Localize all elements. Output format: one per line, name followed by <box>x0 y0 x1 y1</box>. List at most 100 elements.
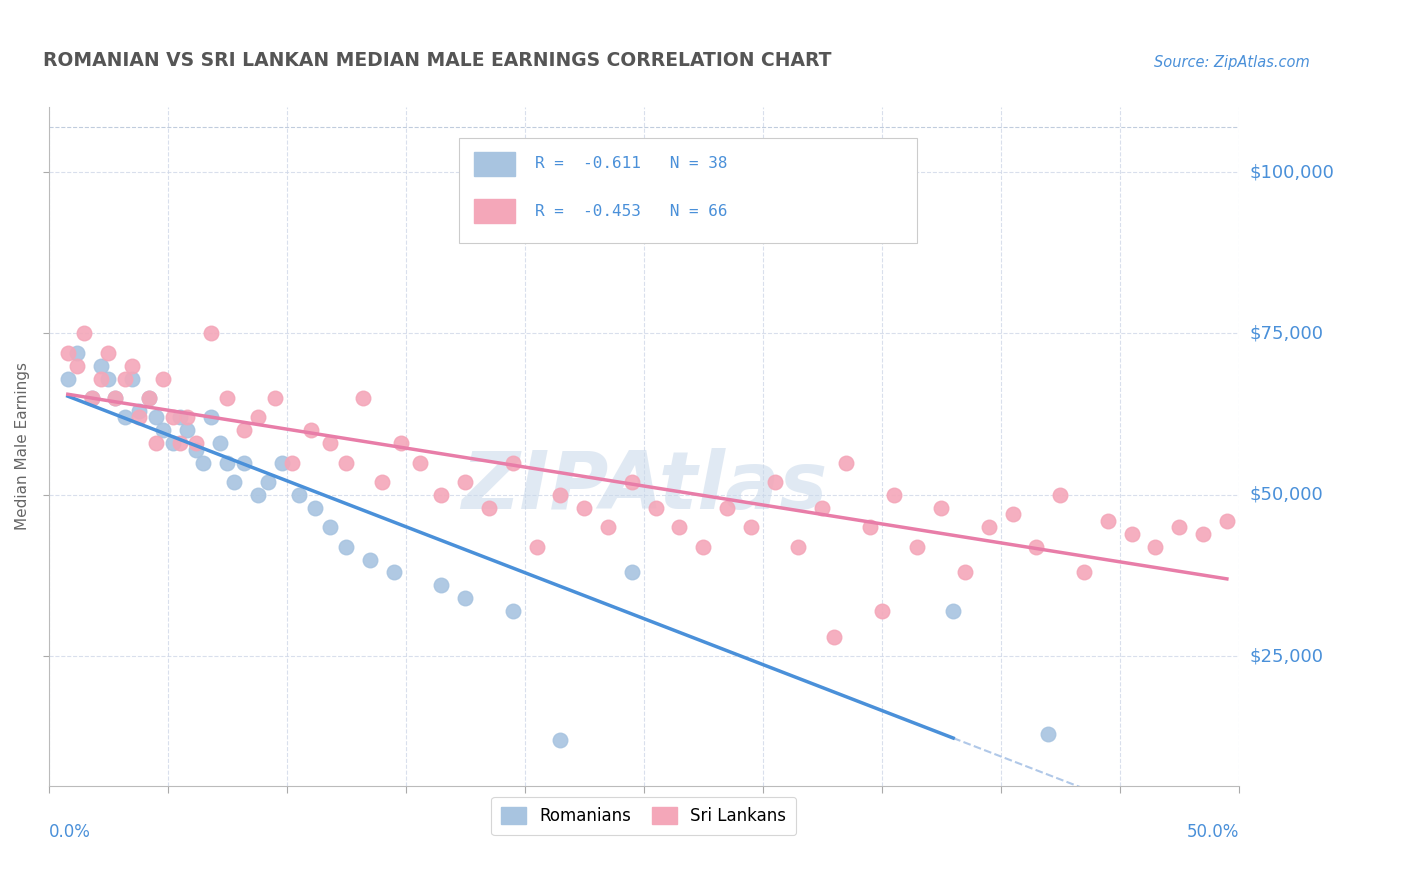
Point <box>763 475 786 489</box>
Text: $100,000: $100,000 <box>1250 163 1334 181</box>
Point <box>318 520 340 534</box>
Point <box>287 488 309 502</box>
Point <box>1144 540 1167 554</box>
Point <box>114 410 136 425</box>
Point <box>454 591 477 606</box>
Point <box>73 326 96 341</box>
Point <box>335 456 357 470</box>
Point <box>430 488 453 502</box>
Point <box>1025 540 1047 554</box>
Point <box>502 604 524 618</box>
Point <box>224 475 246 489</box>
Point <box>97 372 120 386</box>
FancyBboxPatch shape <box>460 138 918 244</box>
Point <box>80 391 103 405</box>
Point <box>1216 514 1239 528</box>
Point <box>550 488 572 502</box>
Point <box>502 456 524 470</box>
Point <box>1121 526 1143 541</box>
Point <box>104 391 127 405</box>
Point <box>1001 508 1024 522</box>
Point <box>232 456 254 470</box>
Point <box>454 475 477 489</box>
Point <box>176 423 198 437</box>
Point <box>478 500 501 515</box>
Point <box>883 488 905 502</box>
Point <box>104 391 127 405</box>
Point <box>371 475 394 489</box>
Point <box>929 500 952 515</box>
Text: 0.0%: 0.0% <box>49 822 90 841</box>
Point <box>217 391 239 405</box>
Point <box>811 500 834 515</box>
Point <box>152 423 174 437</box>
Point <box>430 578 453 592</box>
Point <box>644 500 666 515</box>
Point <box>304 500 326 515</box>
Point <box>870 604 893 618</box>
Point <box>176 410 198 425</box>
Point <box>169 410 191 425</box>
Point <box>352 391 374 405</box>
Point <box>169 436 191 450</box>
Point <box>162 410 184 425</box>
Text: $75,000: $75,000 <box>1250 325 1324 343</box>
Point <box>66 359 89 373</box>
Point <box>1038 727 1060 741</box>
Point <box>114 372 136 386</box>
Point <box>835 456 858 470</box>
Point <box>280 456 302 470</box>
Point <box>56 372 79 386</box>
Point <box>318 436 340 450</box>
Point <box>692 540 714 554</box>
Point <box>121 359 143 373</box>
Point <box>145 436 167 450</box>
Point <box>90 372 112 386</box>
Point <box>247 488 270 502</box>
Point <box>186 442 208 457</box>
Point <box>200 410 222 425</box>
Point <box>217 456 239 470</box>
Point <box>90 359 112 373</box>
Point <box>953 566 976 580</box>
Point <box>1073 566 1095 580</box>
Y-axis label: Median Male Earnings: Median Male Earnings <box>15 362 30 531</box>
Point <box>186 436 208 450</box>
Text: ROMANIAN VS SRI LANKAN MEDIAN MALE EARNINGS CORRELATION CHART: ROMANIAN VS SRI LANKAN MEDIAN MALE EARNI… <box>42 51 831 70</box>
Text: ZIPAtlas: ZIPAtlas <box>461 448 827 526</box>
Point <box>152 372 174 386</box>
Point <box>145 410 167 425</box>
Point <box>620 566 643 580</box>
Text: Source: ZipAtlas.com: Source: ZipAtlas.com <box>1154 55 1310 70</box>
Point <box>574 500 596 515</box>
Bar <box>474 199 515 223</box>
Bar <box>474 152 515 176</box>
Point <box>256 475 278 489</box>
Point <box>138 391 160 405</box>
Point <box>263 391 285 405</box>
Point <box>409 456 432 470</box>
Point <box>193 456 215 470</box>
Point <box>787 540 810 554</box>
Point <box>247 410 270 425</box>
Point <box>1097 514 1119 528</box>
Point <box>335 540 357 554</box>
Point <box>1168 520 1191 534</box>
Point <box>389 436 412 450</box>
Text: 50.0%: 50.0% <box>1187 822 1239 841</box>
Point <box>668 520 690 534</box>
Point <box>359 552 381 566</box>
Point <box>200 326 222 341</box>
Point <box>859 520 882 534</box>
Point <box>823 630 845 644</box>
Point <box>596 520 619 534</box>
Point <box>128 410 150 425</box>
Point <box>209 436 232 450</box>
Text: R =  -0.453   N = 66: R = -0.453 N = 66 <box>536 203 728 219</box>
Point <box>66 346 89 360</box>
Point <box>121 372 143 386</box>
Point <box>942 604 965 618</box>
Point <box>138 391 160 405</box>
Point <box>740 520 762 534</box>
Point <box>128 404 150 418</box>
